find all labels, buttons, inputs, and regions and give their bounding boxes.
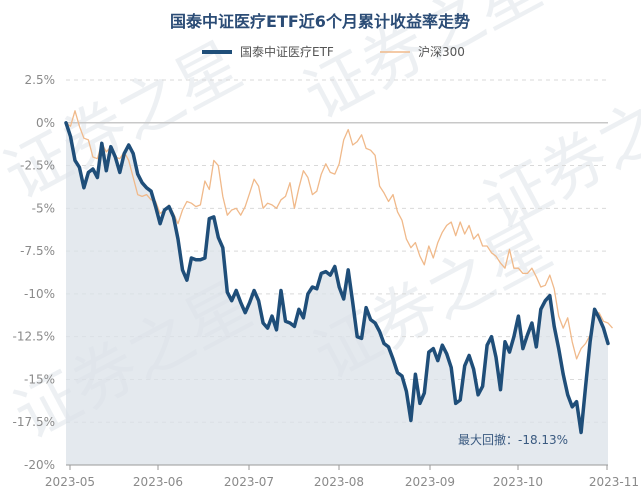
x-tick-label: 2023-06 [133,475,183,489]
max-drawdown-annotation: 最大回撤：-18.13% [458,432,568,447]
legend: 国泰中证医疗ETF 沪深300 [202,44,465,59]
etf-area-fill [66,122,608,466]
y-tick-label: 2.5% [25,73,56,87]
y-axis: 2.5% 0% -2.5% -5% -7.5% -10% -12.5% -15% -17.5% -… [13,73,55,472]
x-tick-label: 2023-05 [45,475,95,489]
y-tick-label: -15% [24,372,55,386]
x-tick-label: 2023-11 [589,475,639,489]
x-tick-label: 2023-10 [493,475,543,489]
plot-area [64,110,613,466]
y-tick-label: 0% [36,116,55,130]
y-tick-label: -10% [24,287,55,301]
y-tick-label: -2.5% [20,159,55,173]
x-tick-label: 2023-07 [224,475,274,489]
y-tick-label: -5% [32,201,55,215]
y-tick-label: -20% [24,458,55,472]
x-axis: 2023-05 2023-06 2023-07 2023-08 2023-09 2023-… [45,464,639,489]
watermark-text: 证券之星 [473,59,641,245]
chart-title: 国泰中证医疗ETF近6个月累计收益率走势 [170,12,470,31]
y-tick-label: -7.5% [20,244,55,258]
legend-label-csi300: 沪深300 [418,45,465,59]
x-tick-label: 2023-08 [314,475,364,489]
series-line-etf [64,121,610,435]
legend-label-etf: 国泰中证医疗ETF [240,44,334,59]
y-tick-label: -12.5% [13,330,55,344]
y-tick-label: -17.5% [13,415,55,429]
x-tick-label: 2023-09 [405,475,455,489]
